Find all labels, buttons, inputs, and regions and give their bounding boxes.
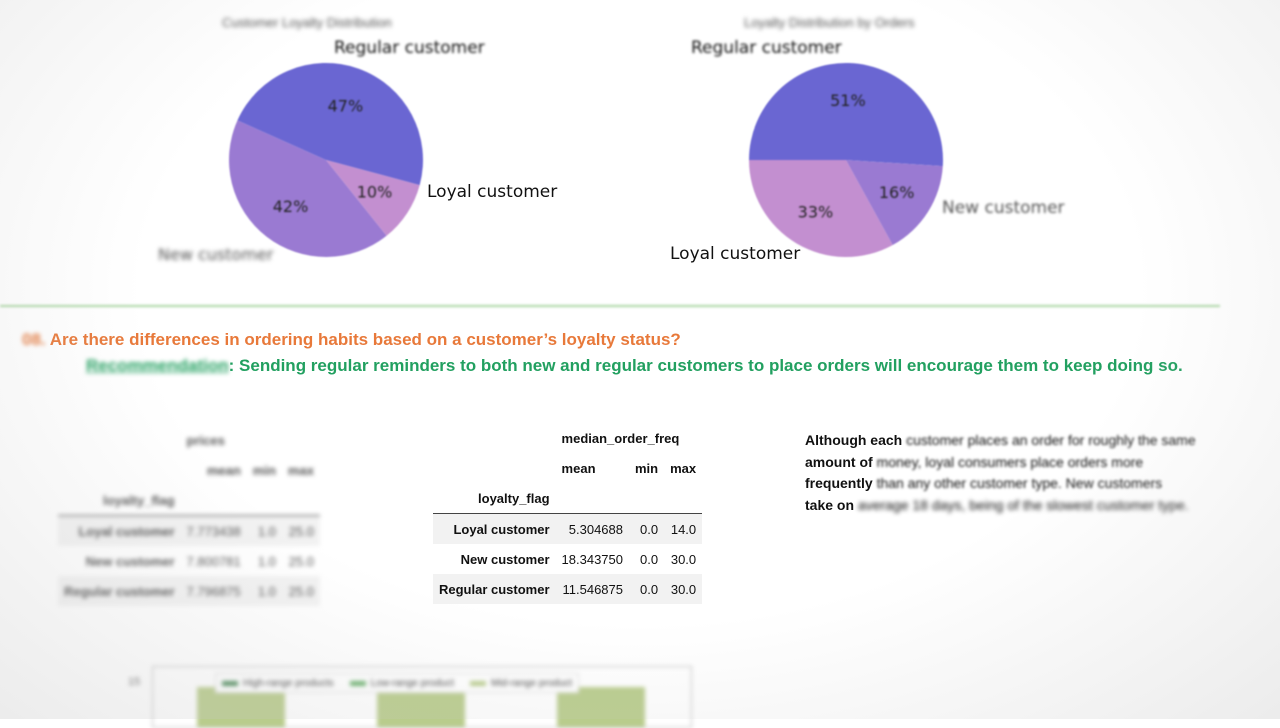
cell: 0.0 xyxy=(640,551,659,567)
recommendation-label: Recommendation xyxy=(86,356,229,375)
legend-item: Low-range product xyxy=(349,677,454,689)
pie2-title: Loyalty Distribution by Orders xyxy=(744,15,915,30)
table-row: Regular customer 11.546875 0.0 30.0 xyxy=(433,574,703,604)
row-label: New customer xyxy=(85,553,175,569)
table-row: New customer 18.343750 0.0 30.0 xyxy=(433,544,702,574)
col-group-median-order-freq: median_order_freq xyxy=(561,430,680,446)
row-label: Regular customer xyxy=(439,581,550,597)
row-label: Regular customer xyxy=(64,583,175,599)
pie-pct-label: 10% xyxy=(357,183,393,202)
insight-strong: take on xyxy=(805,496,855,513)
table-row: New customer 7.800781 1.0 25.0 xyxy=(58,546,320,576)
pie-chart-loyalty-by-orders: 51% 33% 16% xyxy=(749,62,943,257)
bar-y-tick: 15 xyxy=(128,676,141,688)
pie-slice-new-customer xyxy=(846,160,943,246)
pie1-title: Customer Loyalty Distribution xyxy=(222,15,392,30)
cell: 11.546875 xyxy=(562,581,624,597)
cell: 5.304688 xyxy=(555,513,629,544)
pie2-label-loyal: Loyal customer xyxy=(670,244,801,264)
pie-pct-label: 42% xyxy=(273,197,309,216)
pie-pct-label: 47% xyxy=(328,96,364,115)
cell: 18.343750 xyxy=(561,551,623,567)
col-group-prices: prices xyxy=(186,432,225,448)
pie1-label-loyal: Loyal customer xyxy=(427,182,558,202)
legend-label: Low-range product xyxy=(370,677,454,689)
pie2-label-new: New customer xyxy=(942,198,1065,218)
pie-slice-regular-customer xyxy=(749,62,943,167)
legend-swatch xyxy=(349,680,366,686)
pie-slice-regular-customer xyxy=(237,62,423,186)
section-divider xyxy=(0,305,1220,307)
legend-swatch xyxy=(222,680,238,686)
cell: 25.0 xyxy=(288,583,314,599)
row-label: Loyal customer xyxy=(58,515,181,546)
legend-swatch xyxy=(470,680,486,686)
pie1-label-new: New customer xyxy=(158,245,274,264)
row-label: Loyal customer xyxy=(433,513,556,544)
question-text: Are there differences in ordering habits… xyxy=(49,330,681,349)
insight-text: average 18 days, being of the slowest cu… xyxy=(854,496,1189,513)
question-number: 08. xyxy=(22,330,46,349)
table-row: Loyal customer 7.773438 1.0 25.0 xyxy=(58,515,320,546)
pie-pct-label: 16% xyxy=(879,183,915,202)
insight-paragraph: Although each customer places an order f… xyxy=(805,430,1235,516)
cell: 1.0 xyxy=(257,583,276,599)
cell: 7.796875 xyxy=(186,583,241,599)
pie-pct-label: 51% xyxy=(830,91,866,110)
prices-summary-table: prices mean min max loyalty_flag Loyal c… xyxy=(58,425,320,606)
cell: 30.0 xyxy=(670,551,697,567)
row-label: New customer xyxy=(460,551,550,567)
cell: 25.0 xyxy=(281,515,320,546)
bar-chart-price-range: High-range products Low-range product Mi… xyxy=(152,666,692,728)
col-min: min xyxy=(635,460,659,476)
recommendation: Recommendation: Sending regular reminder… xyxy=(86,356,1183,376)
insight-text: customer places an order for roughly the… xyxy=(902,432,1196,448)
cell: 1.0 xyxy=(257,553,276,569)
insight-strong: amount of xyxy=(805,453,873,470)
pie-slice-loyal-customer xyxy=(326,160,420,236)
table-row: Regular customer 7.796875 1.0 25.0 xyxy=(58,576,320,606)
insight-strong: frequently xyxy=(805,475,873,491)
col-max: max xyxy=(670,460,697,476)
pie1-label-regular: Regular customer xyxy=(334,38,485,58)
cell: 30.0 xyxy=(670,581,697,597)
cell: 1.0 xyxy=(246,515,282,546)
col-mean: mean xyxy=(561,460,596,476)
bar xyxy=(557,687,645,727)
cell: 25.0 xyxy=(288,553,314,569)
section-question: 08. Are there differences in ordering ha… xyxy=(22,330,681,350)
cell: 14.0 xyxy=(664,513,703,544)
col-max: max xyxy=(287,462,314,478)
index-name: loyalty_flag xyxy=(103,492,175,508)
legend-label: High-range products xyxy=(243,677,334,689)
pie-chart-customer-loyalty: 47% 42% 10% xyxy=(229,62,423,257)
col-min: min xyxy=(252,462,276,478)
recommendation-text: : Sending regular reminders to both new … xyxy=(228,356,1183,375)
cell: 7.773438 xyxy=(180,515,247,546)
legend-item: Mid-range product xyxy=(470,678,572,689)
cell: 0.0 xyxy=(629,513,665,544)
legend-item: High-range products xyxy=(222,678,334,689)
col-mean: mean xyxy=(206,462,241,478)
cell: 0.0 xyxy=(640,581,659,597)
table-row: Loyal customer 5.304688 0.0 14.0 xyxy=(433,513,703,544)
bar xyxy=(377,687,465,727)
pie-slice-new-customer xyxy=(229,120,387,257)
order-freq-summary-table: median_order_freq mean min max loyalty_f… xyxy=(433,423,703,604)
index-name: loyalty_flag xyxy=(478,490,550,506)
bar-legend: High-range products Low-range product Mi… xyxy=(215,673,580,693)
pie2-label-regular: Regular customer xyxy=(691,38,842,58)
insight-strong: Although each xyxy=(805,432,903,448)
pie-pct-label: 33% xyxy=(798,203,834,222)
bar xyxy=(197,687,285,727)
cell: 7.800781 xyxy=(186,553,241,569)
pie-slice-loyal-customer xyxy=(749,160,893,257)
legend-label: Mid-range product xyxy=(491,677,573,689)
insight-text: than any other customer type. New custom… xyxy=(872,475,1163,491)
insight-text: money, loyal consumers place orders more xyxy=(872,453,1144,470)
